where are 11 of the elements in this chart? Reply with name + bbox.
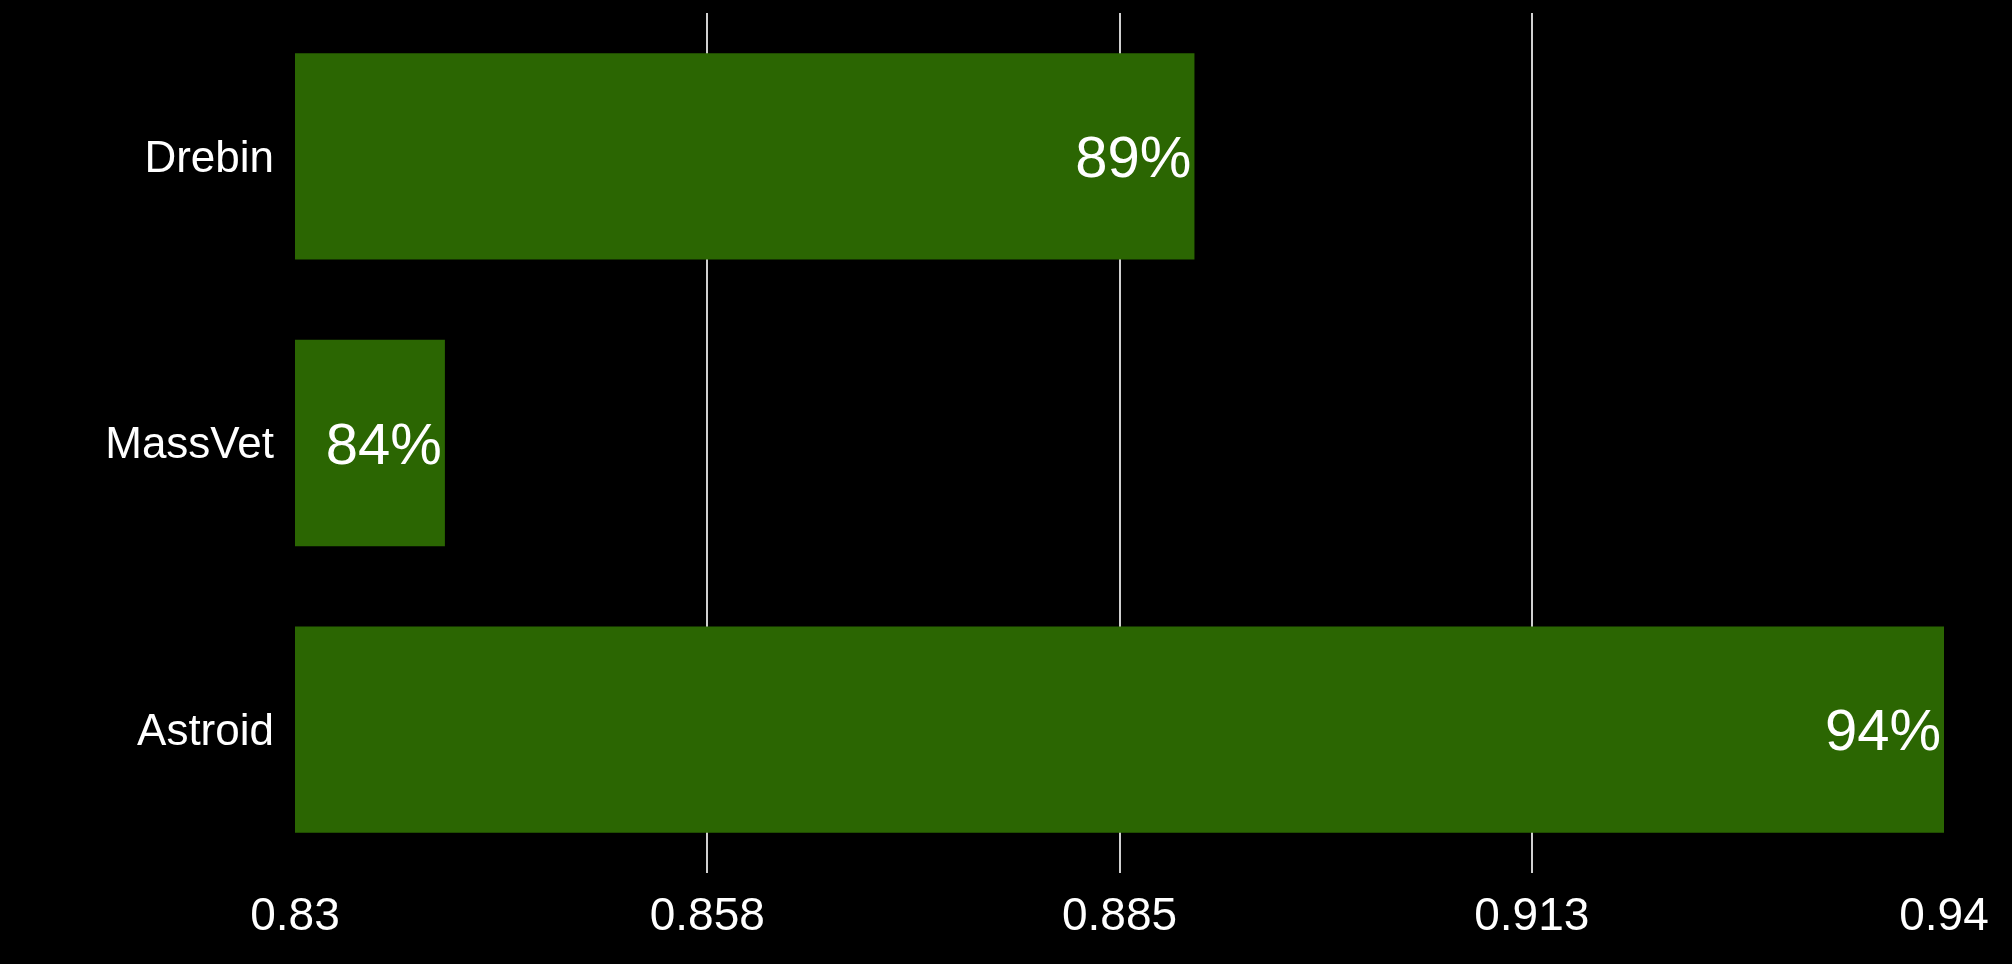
data-label: 89% (1075, 123, 1192, 189)
y-tick-label: Astroid (137, 705, 274, 755)
data-label: 94% (1824, 697, 1941, 763)
data-label: 84% (325, 410, 442, 476)
x-tick-label: 0.885 (1061, 888, 1178, 940)
x-tick-label: 0.83 (250, 888, 340, 940)
x-tick-label: 0.94 (1899, 888, 1989, 940)
y-tick-label: MassVet (105, 418, 274, 468)
x-tick-label: 0.913 (1474, 888, 1590, 940)
x-tick-label: 0.858 (649, 888, 765, 940)
y-tick-label: Drebin (144, 131, 274, 181)
